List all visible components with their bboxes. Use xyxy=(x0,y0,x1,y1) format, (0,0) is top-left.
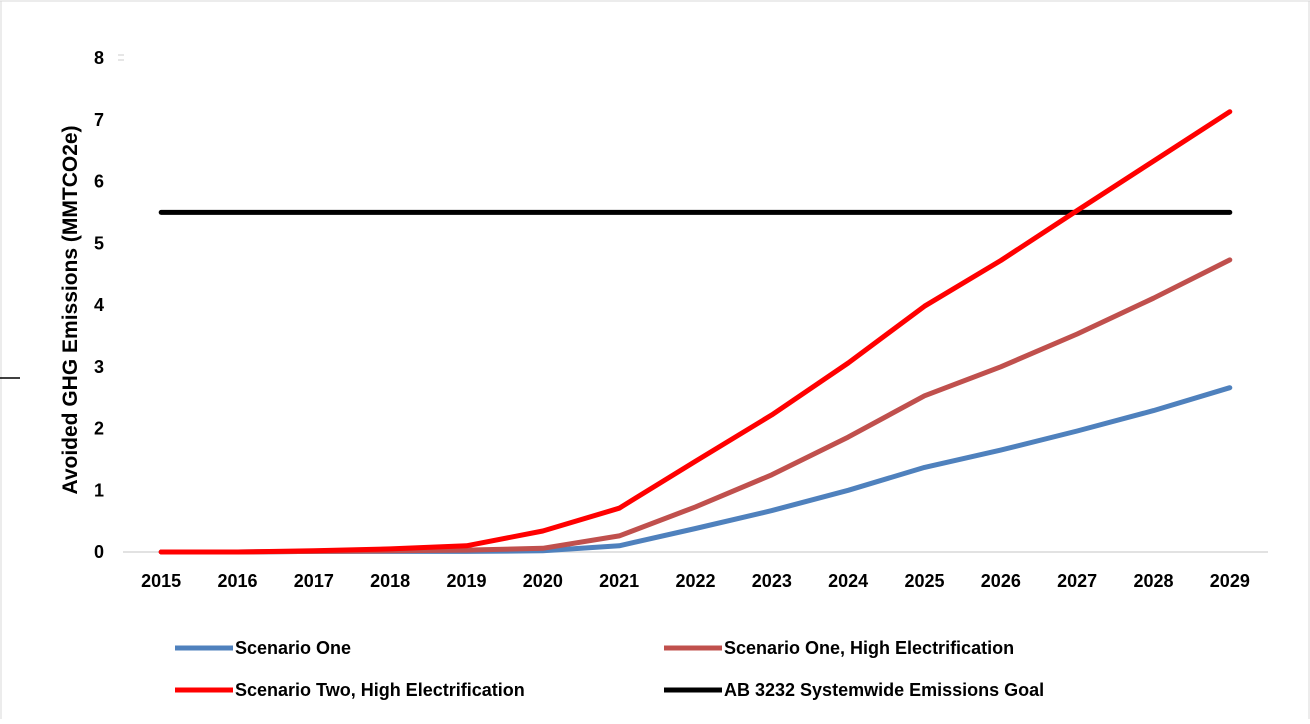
y-tick-label: 1 xyxy=(94,480,104,500)
series-line-2 xyxy=(158,257,1233,555)
x-tick-label: 2026 xyxy=(981,571,1021,591)
legend-item: Scenario Two, High Electrification xyxy=(175,680,525,700)
x-tick-label: 2024 xyxy=(828,571,868,591)
series-line-3 xyxy=(158,109,1233,555)
legend-label: Scenario One xyxy=(235,638,351,658)
x-tick-label: 2025 xyxy=(904,571,944,591)
y-tick-label: 8 xyxy=(94,48,104,68)
y-tick-label: 3 xyxy=(94,357,104,377)
legend-item: Scenario One, High Electrification xyxy=(664,638,1014,658)
x-tick-label: 2020 xyxy=(523,571,563,591)
x-tick-label: 2015 xyxy=(141,571,181,591)
x-tick-label: 2017 xyxy=(294,571,334,591)
y-tick-label: 7 xyxy=(94,110,104,130)
axis-layer: 0 1 2 3 4 5 6 7 8 2015 2016 2017 2018 2019 2020 2021 202… xyxy=(94,48,1268,591)
y-tick-label: 0 xyxy=(94,542,104,562)
y-tick-label: 6 xyxy=(94,172,104,192)
legend: Scenario One Scenario One, High Electrifi… xyxy=(175,638,1044,700)
x-tick-label: 2023 xyxy=(752,571,792,591)
x-tick-label: 2019 xyxy=(446,571,486,591)
y-tick-label: 5 xyxy=(94,233,104,253)
y-axis-label: Avoided GHG Emissions (MMTCO2e) xyxy=(59,125,82,494)
x-tick-label: 2028 xyxy=(1133,571,1173,591)
legend-label: Scenario One, High Electrification xyxy=(724,638,1014,658)
series-line-1 xyxy=(158,385,1233,555)
legend-item: AB 3232 Systemwide Emissions Goal xyxy=(664,680,1044,700)
x-tick-label: 2022 xyxy=(675,571,715,591)
legend-label: AB 3232 Systemwide Emissions Goal xyxy=(724,680,1044,700)
x-tick-label: 2027 xyxy=(1057,571,1097,591)
legend-item: Scenario One xyxy=(175,638,351,658)
x-tick-label: 2018 xyxy=(370,571,410,591)
legend-label: Scenario Two, High Electrification xyxy=(235,680,525,700)
x-tick-label: 2016 xyxy=(217,571,257,591)
y-tick-label: 2 xyxy=(94,419,104,439)
series-layer xyxy=(158,109,1233,555)
y-tick-label: 4 xyxy=(94,295,104,315)
x-tick-label: 2029 xyxy=(1210,571,1250,591)
x-tick-label: 2021 xyxy=(599,571,639,591)
